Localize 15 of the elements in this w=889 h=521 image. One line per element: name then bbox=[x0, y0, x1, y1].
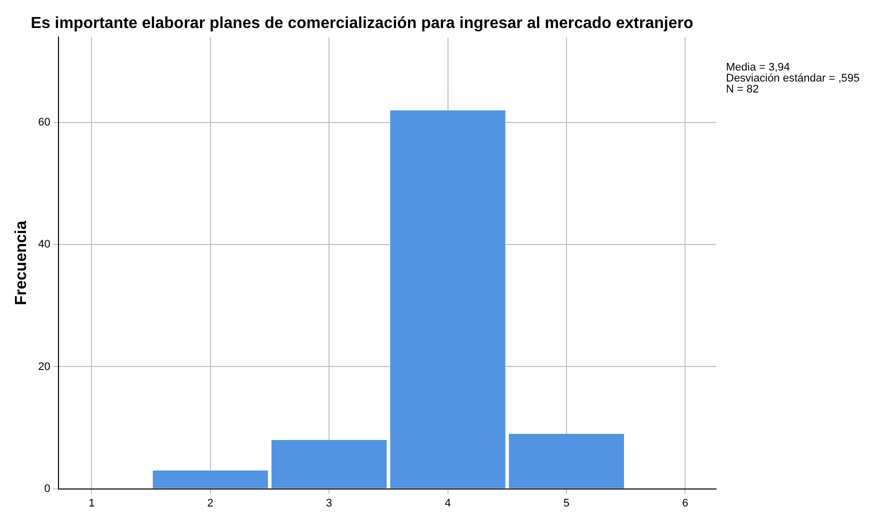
x-tick-label: 4 bbox=[444, 497, 451, 510]
text: N = 82 bbox=[726, 84, 759, 96]
chart-title: Es importante elaborar planes de comercialización para ingresar al mercado extranjero bbox=[30, 15, 694, 32]
x-tick-label: 6 bbox=[682, 497, 688, 510]
y-axis-title: Frecuencia bbox=[13, 220, 30, 306]
text: Desviación estándar = ,595 bbox=[726, 72, 860, 85]
x-tick-label: 5 bbox=[563, 497, 570, 510]
y-tick-label: 40 bbox=[38, 238, 50, 251]
text: Media = 3,94 bbox=[726, 62, 790, 74]
x-tick-label: 1 bbox=[88, 497, 95, 510]
y-tick-label: 20 bbox=[38, 360, 50, 373]
y-tick-label: 0 bbox=[44, 482, 50, 495]
y-tick-label: 60 bbox=[38, 116, 50, 129]
x-tick-label: 2 bbox=[207, 497, 214, 510]
x-tick-label: 3 bbox=[326, 497, 332, 510]
